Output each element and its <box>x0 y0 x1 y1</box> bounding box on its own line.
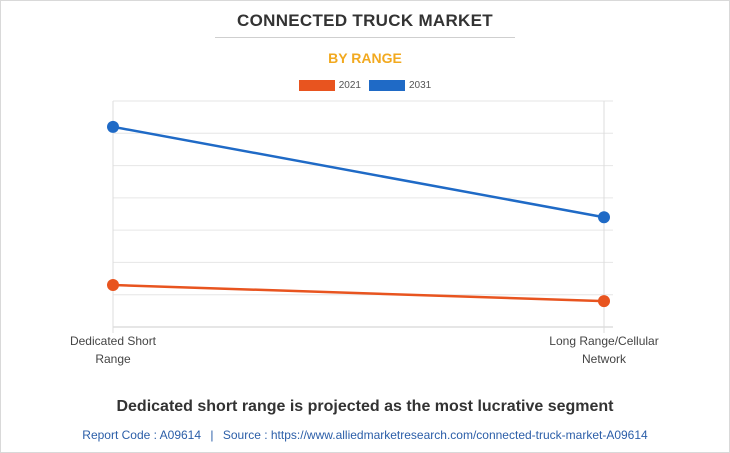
footer: Report Code : A09614 | Source : https://… <box>0 428 730 442</box>
series-2031-line <box>112 125 605 219</box>
legend-item-2031: 2031 <box>369 80 431 91</box>
legend-label-2031: 2031 <box>409 80 432 91</box>
series-2031-point <box>107 120 119 133</box>
series-2021-point <box>107 279 119 292</box>
title-divider <box>215 37 515 38</box>
legend-label-2021: 2021 <box>338 80 361 91</box>
headline: Dedicated short range is projected as th… <box>116 398 614 415</box>
series-2021-point <box>598 295 610 308</box>
chart-subtitle: BY RANGE <box>328 50 402 66</box>
chart-title: CONNECTED TRUCK MARKET <box>237 11 493 30</box>
x-tick-label: Long Range/Cellular Network <box>549 334 658 366</box>
series-2021-line <box>112 283 605 303</box>
x-tick-label-line: Long Range/Cellular <box>549 334 658 348</box>
legend-swatch-2031 <box>369 80 405 91</box>
legend-item-2021: 2021 <box>298 80 361 91</box>
series-2031-point <box>598 211 610 224</box>
source-link[interactable]: Source : https://www.alliedmarketresearc… <box>222 428 648 442</box>
x-tick-label-line: Network <box>582 352 627 366</box>
report-code: Report Code : A09614 <box>82 428 202 442</box>
footer-separator: | <box>210 428 214 442</box>
x-tick-label-line: Dedicated Short <box>70 334 157 348</box>
x-tick-label-line: Range <box>95 352 131 366</box>
legend-swatch-2021 <box>298 80 335 91</box>
x-tick-label: Dedicated Short Range <box>70 334 157 366</box>
chart-legend: 2021 2031 <box>0 80 730 91</box>
